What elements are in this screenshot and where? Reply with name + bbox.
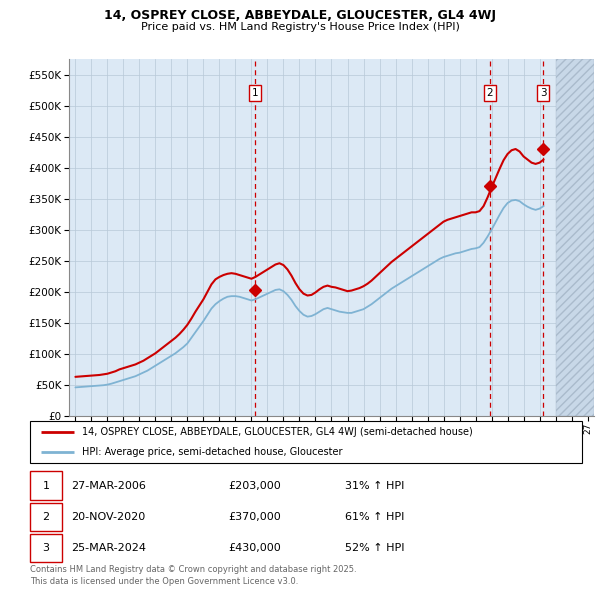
- Text: 31% ↑ HPI: 31% ↑ HPI: [344, 481, 404, 490]
- Text: 52% ↑ HPI: 52% ↑ HPI: [344, 543, 404, 553]
- Text: 25-MAR-2024: 25-MAR-2024: [71, 543, 146, 553]
- Text: 14, OSPREY CLOSE, ABBEYDALE, GLOUCESTER, GL4 4WJ (semi-detached house): 14, OSPREY CLOSE, ABBEYDALE, GLOUCESTER,…: [82, 427, 473, 437]
- Text: 1: 1: [43, 481, 50, 490]
- Text: 2: 2: [487, 88, 493, 98]
- Text: HPI: Average price, semi-detached house, Gloucester: HPI: Average price, semi-detached house,…: [82, 447, 343, 457]
- Bar: [556, 59, 594, 416]
- Text: 2: 2: [43, 512, 50, 522]
- Text: £203,000: £203,000: [229, 481, 281, 490]
- Text: Price paid vs. HM Land Registry's House Price Index (HPI): Price paid vs. HM Land Registry's House …: [140, 22, 460, 32]
- Text: 61% ↑ HPI: 61% ↑ HPI: [344, 512, 404, 522]
- Text: 1: 1: [252, 88, 259, 98]
- FancyBboxPatch shape: [30, 471, 62, 500]
- Text: 3: 3: [43, 543, 50, 553]
- Text: 20-NOV-2020: 20-NOV-2020: [71, 512, 146, 522]
- Text: Contains HM Land Registry data © Crown copyright and database right 2025.: Contains HM Land Registry data © Crown c…: [30, 565, 356, 574]
- Text: 27-MAR-2006: 27-MAR-2006: [71, 481, 146, 490]
- Text: This data is licensed under the Open Government Licence v3.0.: This data is licensed under the Open Gov…: [30, 577, 298, 586]
- FancyBboxPatch shape: [30, 534, 62, 562]
- Text: 14, OSPREY CLOSE, ABBEYDALE, GLOUCESTER, GL4 4WJ: 14, OSPREY CLOSE, ABBEYDALE, GLOUCESTER,…: [104, 9, 496, 22]
- Text: £370,000: £370,000: [229, 512, 281, 522]
- FancyBboxPatch shape: [30, 503, 62, 531]
- Text: £430,000: £430,000: [229, 543, 281, 553]
- Text: 3: 3: [540, 88, 547, 98]
